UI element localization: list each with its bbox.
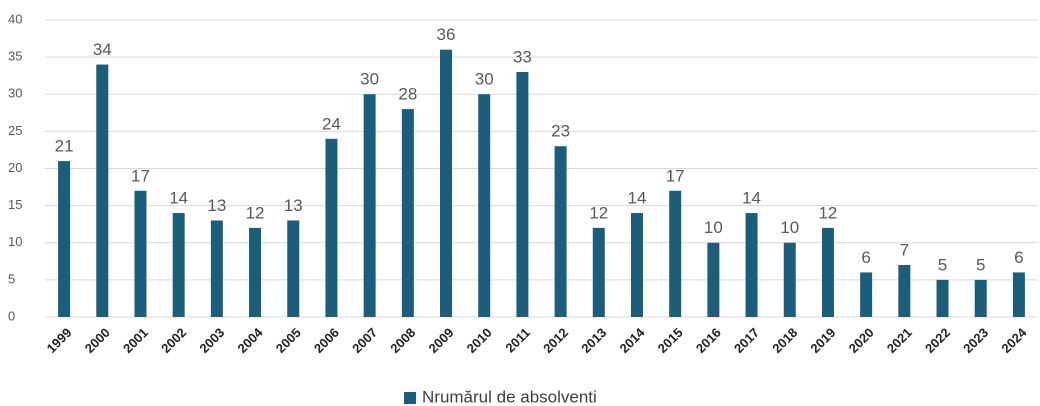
bar [860, 272, 873, 317]
x-tick-label: 2001 [120, 325, 151, 356]
bar [554, 146, 567, 317]
x-tick-label: 2022 [922, 325, 953, 356]
bar [936, 279, 949, 317]
bar [58, 161, 71, 317]
value-label: 12 [246, 203, 265, 222]
x-tick-label: 2014 [616, 324, 648, 356]
value-label: 10 [704, 218, 723, 237]
x-tick-label: 2020 [846, 325, 877, 356]
x-tick-label: 2006 [311, 325, 342, 356]
bar [287, 220, 300, 317]
x-tick-label: 2003 [196, 325, 227, 356]
bar [440, 49, 453, 317]
bar [210, 220, 223, 317]
bar [325, 138, 338, 317]
x-tick-label: 2019 [807, 325, 838, 356]
bar [1012, 272, 1025, 317]
value-label: 14 [169, 189, 188, 208]
value-label: 34 [93, 40, 112, 59]
value-label: 5 [938, 255, 947, 274]
value-label: 24 [322, 114, 341, 133]
y-tick-label: 25 [8, 123, 22, 138]
bar [516, 71, 529, 317]
value-label: 13 [284, 196, 303, 215]
value-label: 12 [818, 203, 837, 222]
bar [783, 242, 796, 317]
y-tick-label: 10 [8, 234, 22, 249]
bar [249, 227, 262, 317]
bar [974, 279, 987, 317]
x-tick-label: 2015 [655, 325, 686, 356]
x-tick-label: 2021 [884, 325, 915, 356]
value-label: 7 [900, 241, 909, 260]
value-label: 17 [666, 166, 685, 185]
value-label: 14 [628, 189, 647, 208]
x-tick-label: 2013 [578, 325, 609, 356]
bar [592, 227, 605, 317]
x-tick-label: 2007 [349, 325, 380, 356]
value-label: 14 [742, 189, 761, 208]
value-label: 30 [475, 70, 494, 89]
value-label: 6 [861, 248, 870, 267]
x-tick-label: 2008 [387, 325, 418, 356]
x-tick-label: 2023 [960, 325, 991, 356]
value-label: 17 [131, 166, 150, 185]
bar [821, 227, 834, 317]
x-tick-label: 2000 [82, 325, 113, 356]
value-label: 21 [55, 137, 74, 156]
legend-swatch [404, 392, 416, 404]
bar [707, 242, 720, 317]
value-label: 12 [589, 203, 608, 222]
x-tick-label: 2016 [693, 325, 724, 356]
legend-label: Nrumărul de absolventi [422, 387, 597, 406]
y-tick-label: 20 [8, 160, 22, 175]
y-tick-label: 30 [8, 86, 22, 101]
y-tick-label: 15 [8, 197, 22, 212]
x-tick-label: 2005 [273, 325, 304, 356]
bar [172, 213, 185, 317]
bar [134, 190, 147, 317]
x-tick-label: 2018 [769, 325, 800, 356]
bar [401, 109, 414, 317]
y-tick-label: 5 [8, 271, 15, 286]
value-label: 5 [976, 255, 985, 274]
x-tick-label: 2011 [502, 325, 533, 356]
y-tick-label: 40 [8, 11, 22, 26]
value-label: 13 [207, 196, 226, 215]
value-label: 36 [437, 25, 456, 44]
value-label: 23 [551, 122, 570, 141]
y-tick-label: 35 [8, 49, 22, 64]
value-label: 30 [360, 70, 379, 89]
x-tick-label: 2009 [426, 325, 457, 356]
value-label: 28 [398, 85, 417, 104]
bar [478, 94, 491, 317]
bar [669, 190, 682, 317]
x-tick-label: 1999 [44, 325, 75, 356]
x-tick-label: 2012 [540, 325, 571, 356]
bar [745, 213, 758, 317]
y-tick-label: 0 [8, 308, 15, 323]
x-tick-label: 2017 [731, 325, 762, 356]
bar [96, 64, 109, 317]
value-label: 33 [513, 47, 532, 66]
value-label: 10 [780, 218, 799, 237]
x-tick-label: 2002 [158, 325, 189, 356]
bar [363, 94, 376, 317]
value-label: 6 [1014, 248, 1023, 267]
x-tick-label: 2024 [998, 324, 1030, 356]
x-tick-label: 2010 [464, 325, 495, 356]
bar [898, 265, 911, 317]
x-tick-label: 2004 [235, 324, 267, 356]
bar [630, 213, 643, 317]
